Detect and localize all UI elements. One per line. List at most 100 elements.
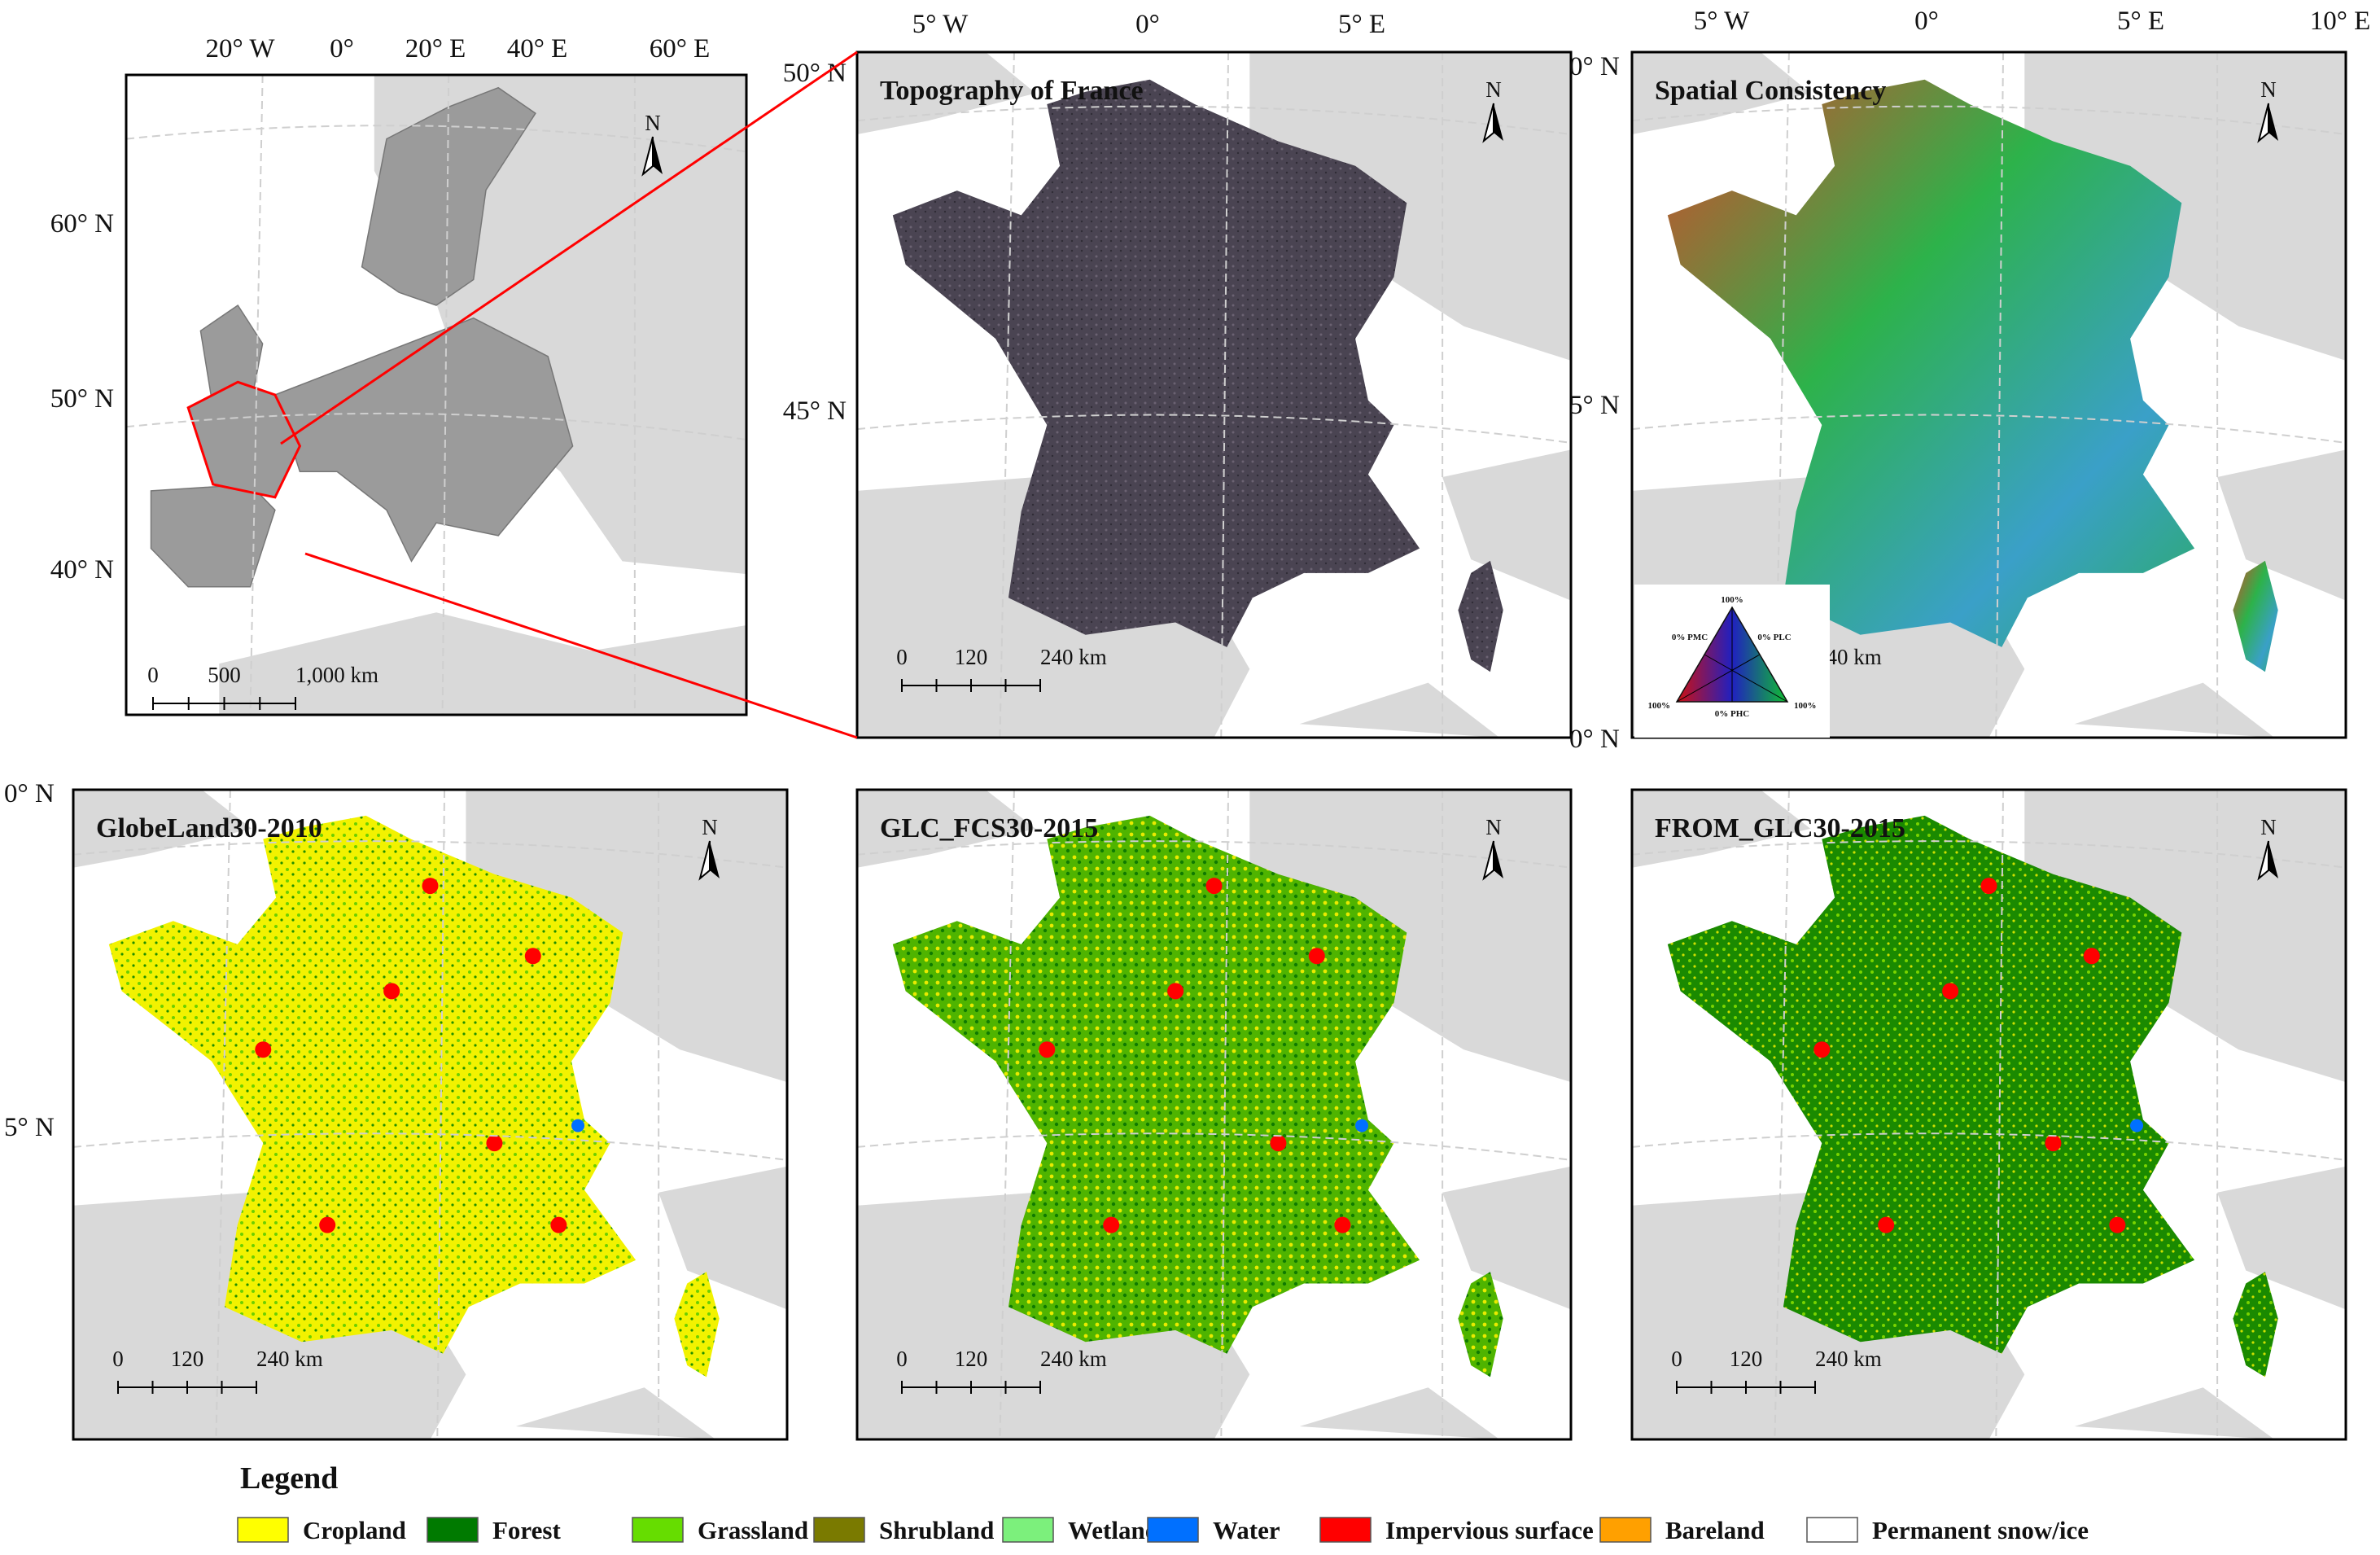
legend-item: Cropland <box>237 1516 406 1544</box>
north-arrow-icon: N <box>698 815 720 881</box>
impervious-spot <box>383 983 400 1000</box>
graticule <box>857 790 1571 1439</box>
north-arrow-right <box>710 841 720 878</box>
legend-swatch <box>1806 1517 1858 1543</box>
impervious-spot <box>1270 1135 1287 1152</box>
panel-frame <box>125 73 748 716</box>
legend-item: Permanent snow/ice <box>1806 1516 2089 1544</box>
top-tick-label: 40° E <box>507 34 568 64</box>
ternary-label-pmc: 0% PMC <box>1672 633 1708 642</box>
parallel <box>73 1132 787 1161</box>
north-arrow-right <box>1494 103 1503 141</box>
graticule <box>857 52 1571 738</box>
legend-label: Wetland <box>1068 1516 1159 1544</box>
corsica-map <box>1458 1272 1503 1378</box>
parallel <box>1632 414 2346 444</box>
scale-label-0: 0 <box>147 663 159 687</box>
land-uk <box>73 790 252 868</box>
scale-label-end: 240 km <box>1040 1347 1107 1371</box>
water-lake <box>1355 1119 1369 1132</box>
legend-swatch <box>1002 1517 1054 1543</box>
panel-title: Spatial Consistency <box>1655 76 1886 106</box>
impervious-spot <box>1878 1216 1895 1233</box>
scale-label-mid: 120 <box>171 1347 204 1371</box>
scale-label-end: 240 km <box>1815 1347 1882 1371</box>
left-tick-label: 60° N <box>50 209 114 239</box>
top-tick-label: 0° <box>1135 10 1160 39</box>
ternary-label-plc: 0% PLC <box>1757 633 1791 642</box>
impervious-spot <box>1980 878 1997 895</box>
north-label: N <box>2260 77 2277 102</box>
france-highlight <box>186 380 302 499</box>
graticule <box>73 790 787 1439</box>
land-south <box>2074 1387 2275 1439</box>
legend-layer: Legend Cropland Forest Grassland Shrubland We… <box>237 1461 2089 1544</box>
legend-label: Forest <box>492 1516 561 1544</box>
impervious-spot <box>2045 1135 2062 1152</box>
panel-europe: 20° W 0° 20° E 40° E 60° E 60° N 50° N 40° N N 0 5… <box>50 34 748 716</box>
meridian <box>436 790 446 1439</box>
meridian <box>249 75 264 715</box>
meridian <box>441 75 450 715</box>
parallel <box>73 840 787 869</box>
land-scandinavia <box>361 86 536 306</box>
scale-bar: 0 120 240 km <box>896 645 1107 692</box>
meridian <box>999 52 1015 738</box>
north-arrow-icon: N <box>1482 77 1503 143</box>
legend-item: Water <box>1147 1516 1280 1544</box>
left-tick-label: 50° N <box>50 384 114 414</box>
legend-label: Permanent snow/ice <box>1872 1516 2089 1544</box>
water-lake <box>571 1119 585 1132</box>
ternary-axis <box>1704 654 1788 703</box>
land-south <box>1299 1387 1500 1439</box>
zoom-line-bottom <box>304 552 858 739</box>
legend-label: Bareland <box>1665 1516 1765 1544</box>
legend-label: Grassland <box>698 1516 808 1544</box>
panel-fromglc: FROM_GLC30-2015 N 0 120 240 km <box>1630 788 2347 1441</box>
land-south <box>515 1387 716 1439</box>
scale-bar: 0 120 240 km <box>1671 1347 1882 1394</box>
panel-frame <box>72 788 789 1441</box>
legend-label: Cropland <box>303 1516 406 1544</box>
land-uk <box>857 790 1036 868</box>
left-tick-label: 0° N <box>1569 52 1620 81</box>
legend-item: Impervious surface <box>1319 1516 1594 1544</box>
legend-title: Legend <box>240 1461 338 1496</box>
impervious-spot <box>1103 1216 1120 1233</box>
scale-bar: 0 120 240 km <box>112 1347 323 1394</box>
impervious-spot <box>1813 1041 1831 1058</box>
zoom-lines-layer <box>280 50 858 739</box>
meridian <box>1774 52 1790 738</box>
meridian <box>1995 790 2005 1439</box>
panel-layer: 20° W 0° 20° E 40° E 60° E 60° N 50° N 40° N N 0 5… <box>4 7 2370 1441</box>
zoom-line-top <box>280 50 858 445</box>
meridian <box>1995 52 2005 738</box>
legend-label: Impervious surface <box>1385 1516 1594 1544</box>
legend-item: Wetland <box>1002 1516 1159 1544</box>
north-arrow-right <box>1494 841 1503 878</box>
rgb-ternary-legend: 100% 100% 100% 0% PMC 0% PLC 0% PHC <box>1634 585 1830 738</box>
north-label: N <box>645 111 661 135</box>
parallel <box>1632 105 2346 136</box>
land-uk <box>1632 790 1811 868</box>
north-arrow-icon: N <box>641 111 663 177</box>
north-arrow-right <box>2268 103 2278 141</box>
panel-globeland: GlobeLand30-2010 N 0 120 240 km 0° N 5° N <box>4 779 789 1441</box>
north-arrow-icon: N <box>1482 815 1503 881</box>
scale-label-0: 0 <box>112 1347 124 1371</box>
impervious-spot <box>550 1216 567 1233</box>
panel-consistency: Spatial ConsistencyN0120240 km5° W0°5° E… <box>1569 7 2370 754</box>
legend-item: Forest <box>427 1516 561 1544</box>
panel-title: FROM_GLC30-2015 <box>1655 813 1905 843</box>
corsica-map <box>1458 560 1503 672</box>
top-tick-label: 5° W <box>912 10 969 39</box>
impervious-spot <box>1205 878 1223 895</box>
legend-swatch <box>1319 1517 1372 1543</box>
top-tick-label: 0° <box>330 34 354 64</box>
parallel <box>857 414 1571 444</box>
france-map <box>1667 815 2195 1354</box>
left-tick-label: 40° N <box>50 555 114 585</box>
impervious-spot <box>319 1216 336 1233</box>
north-arrow-right <box>653 137 663 174</box>
